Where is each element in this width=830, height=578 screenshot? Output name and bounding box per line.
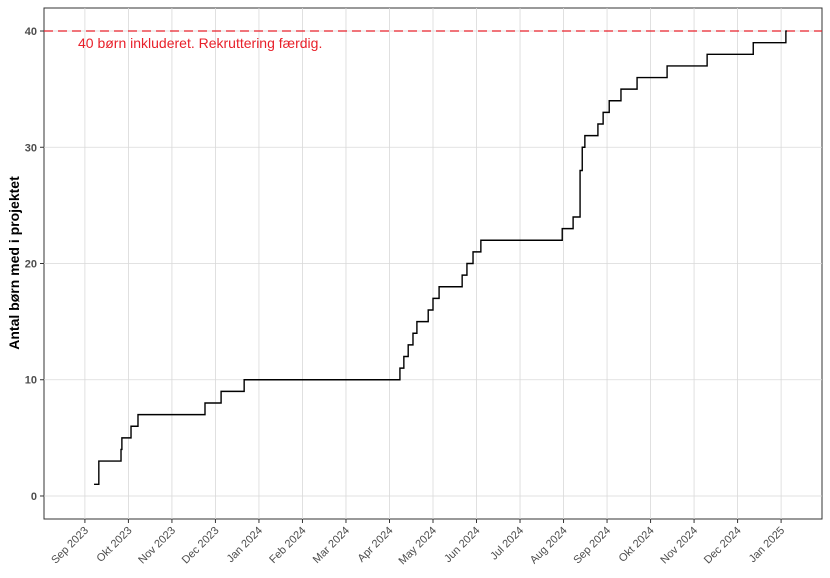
y-axis-label: Antal børn med i projektet [6,176,22,350]
x-tick-label: Sep 2024 [571,525,613,567]
x-tick-label: Sep 2023 [49,525,91,567]
x-tick-label: Jun 2024 [442,525,482,565]
x-tick-label: Apr 2024 [356,525,396,565]
y-tick-label: 20 [25,259,37,271]
x-tick-label: Jan 2025 [747,525,787,565]
x-tick-label: Dec 2023 [180,525,222,567]
x-tick-label: Okt 2023 [94,525,134,565]
x-tick-label: Jul 2024 [488,525,526,563]
y-tick-label: 40 [25,26,37,38]
annotation: 40 børn inkluderet. Rekruttering færdig. [78,35,322,51]
x-tick-label: Nov 2023 [136,525,178,567]
x-tick-label: Feb 2024 [267,525,308,566]
y-tick-label: 30 [25,142,37,154]
x-tick-label: Jan 2024 [225,525,265,565]
x-tick-label: Okt 2024 [617,525,657,565]
x-tick-label: Nov 2024 [658,525,700,567]
x-tick-label: Aug 2024 [528,525,570,567]
x-tick-label: Mar 2024 [311,525,352,566]
x-tick-label: Dec 2024 [702,525,744,567]
step-line [94,30,787,486]
x-tick-label: May 2024 [396,525,439,568]
y-tick-label: 0 [31,491,37,503]
y-tick-label: 10 [25,375,37,387]
